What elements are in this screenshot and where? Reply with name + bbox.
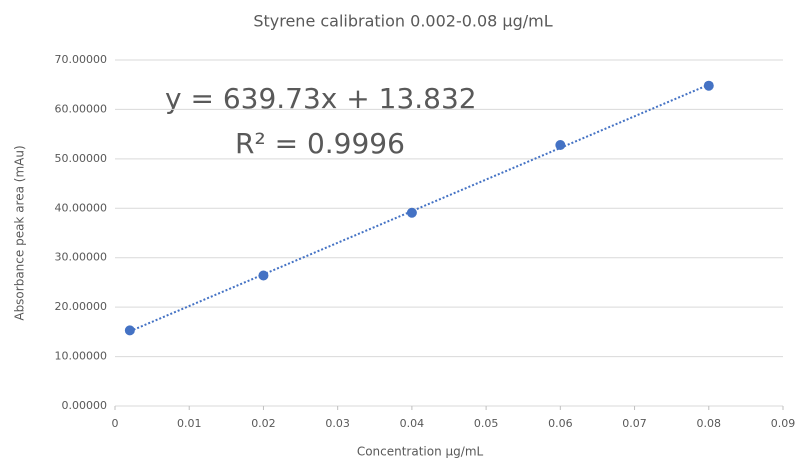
x-tick-label: 0 (112, 417, 119, 430)
y-tick-label: 70.00000 (55, 53, 108, 66)
equation: y = 639.73x + 13.832 (165, 82, 477, 115)
x-tick-label: 0.06 (548, 417, 573, 430)
data-point (555, 140, 566, 151)
trendline (129, 83, 710, 333)
y-tick-label: 50.00000 (55, 152, 108, 165)
x-tick-label: 0.02 (251, 417, 276, 430)
data-point (406, 207, 417, 218)
x-tick-label: 0.03 (325, 417, 350, 430)
y-tick-label: 60.00000 (55, 102, 108, 115)
x-tick-label: 0.04 (400, 417, 425, 430)
x-tick-label: 0.07 (622, 417, 647, 430)
y-tick-label: 0.00000 (62, 399, 108, 412)
x-tick-label: 0.08 (697, 417, 722, 430)
x-tick-label: 0.05 (474, 417, 499, 430)
x-tick-label: 0.01 (177, 417, 202, 430)
y-axis-title: Absorbance peak area (mAu) (13, 145, 27, 320)
y-tick-label: 40.00000 (55, 201, 108, 214)
data-point (703, 80, 714, 91)
y-tick-label: 10.00000 (55, 350, 108, 363)
chart-title: Styrene calibration 0.002-0.08 µg/mL (253, 12, 552, 31)
x-tick-label: 0.09 (771, 417, 796, 430)
y-tick-label: 30.00000 (55, 251, 108, 264)
r-squared: R² = 0.9996 (235, 127, 405, 160)
y-tick-label: 20.00000 (55, 300, 108, 313)
x-axis-title: Concentration µg/mL (357, 445, 484, 459)
data-point (124, 325, 135, 336)
data-point (258, 270, 269, 281)
